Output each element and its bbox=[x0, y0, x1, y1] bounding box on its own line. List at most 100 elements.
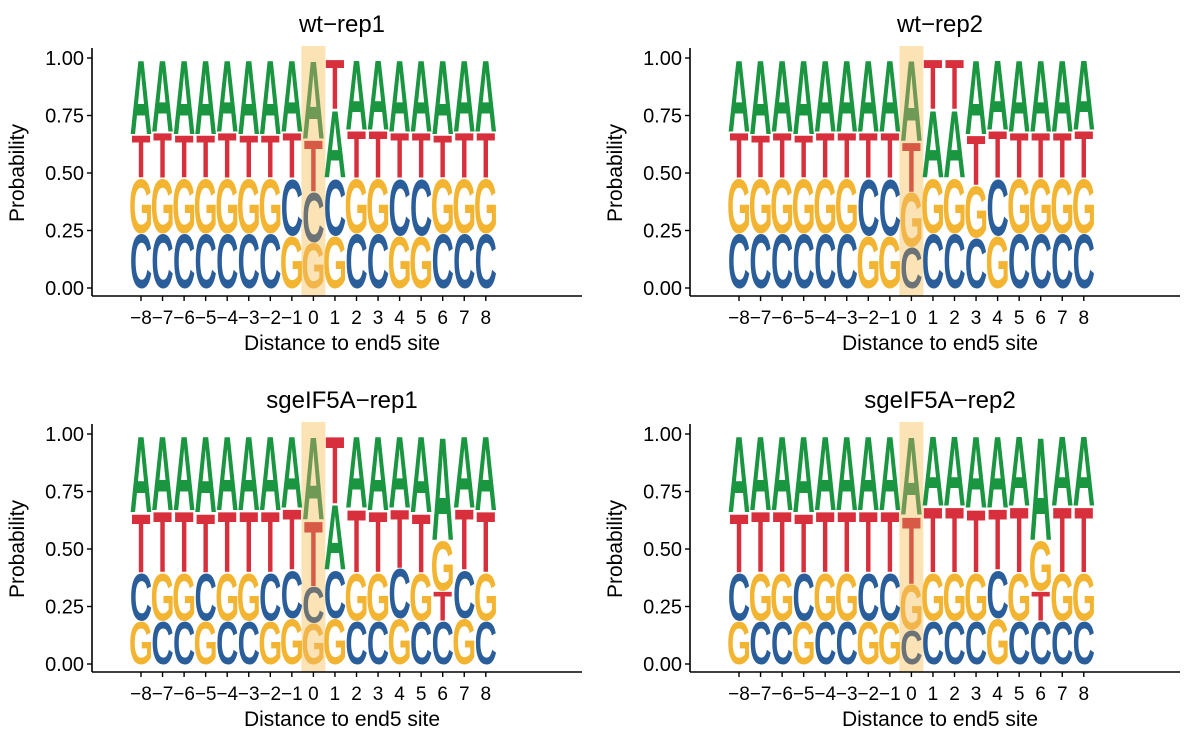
x-tick-label: 7 bbox=[459, 308, 470, 329]
logo-letter-T: T bbox=[880, 493, 899, 590]
logo-letter-G: G bbox=[1007, 165, 1031, 250]
logo-letter-C: C bbox=[1030, 220, 1052, 305]
logo-letter-T: T bbox=[433, 123, 452, 191]
x-tick-label: 6 bbox=[1035, 684, 1046, 705]
logo-letter-G: G bbox=[943, 561, 967, 636]
logo-letter-T: T bbox=[347, 492, 366, 592]
logo-letter-C: C bbox=[410, 610, 432, 678]
logo-letter-A: A bbox=[749, 40, 771, 157]
logo-letter-G: G bbox=[835, 561, 859, 636]
logo-letter-A: A bbox=[238, 40, 260, 157]
logo-letter-T: T bbox=[390, 120, 409, 191]
logo-letter-T: T bbox=[1074, 118, 1093, 193]
logo-letter-A: A bbox=[922, 93, 944, 199]
x-tick-label: 7 bbox=[459, 684, 470, 705]
x-tick-label: −6 bbox=[771, 684, 793, 705]
logo-letter-T: T bbox=[816, 120, 835, 191]
logo-letter-C: C bbox=[749, 610, 771, 678]
x-axis-label: Distance to end5 site bbox=[842, 332, 1038, 355]
logo-letter-A: A bbox=[453, 40, 475, 154]
logo-letter-C: C bbox=[814, 220, 836, 305]
logo-letter-A: A bbox=[965, 416, 987, 530]
logo-letter-T: T bbox=[132, 123, 151, 191]
logo-letter-A: A bbox=[793, 414, 815, 535]
y-tick-label: 0.00 bbox=[45, 654, 84, 676]
logo-letter-G: G bbox=[323, 607, 347, 678]
logo-letter-T: T bbox=[924, 46, 943, 124]
logo-letter-C: C bbox=[1008, 220, 1030, 305]
logo-letter-G: G bbox=[474, 561, 498, 636]
logo-letter-C: C bbox=[216, 220, 238, 305]
logo-letter-T: T bbox=[476, 120, 495, 191]
logo-letter-C: C bbox=[943, 220, 965, 305]
logo-letter-G: G bbox=[1029, 528, 1053, 606]
logo-letter-A: A bbox=[836, 416, 858, 533]
x-tick-label: 2 bbox=[351, 684, 362, 705]
x-tick-label: 4 bbox=[394, 684, 405, 705]
highlight-band bbox=[301, 422, 326, 672]
x-tick-label: −7 bbox=[750, 308, 772, 329]
logo-letter-G: G bbox=[749, 561, 773, 636]
y-tick-label: 0.50 bbox=[643, 539, 682, 561]
logo-letter-G: G bbox=[813, 561, 837, 636]
x-tick-label: −4 bbox=[814, 308, 836, 329]
logo-letter-A: A bbox=[281, 416, 303, 530]
logo-letter-T: T bbox=[175, 123, 194, 191]
logo-letter-C: C bbox=[367, 610, 389, 678]
y-tick-label: 1.00 bbox=[643, 48, 682, 70]
logo-letter-T: T bbox=[794, 498, 813, 591]
logo-letter-A: A bbox=[728, 40, 750, 154]
logo-letter-G: G bbox=[813, 165, 837, 250]
logo-letter-G: G bbox=[237, 561, 261, 636]
logo-letter-G: G bbox=[129, 165, 153, 250]
logo-letter-G: G bbox=[899, 572, 923, 643]
x-tick-label: −6 bbox=[173, 308, 195, 329]
logo-letter-A: A bbox=[900, 37, 922, 165]
logo-letter-A: A bbox=[173, 40, 195, 157]
x-tick-label: 6 bbox=[437, 684, 448, 705]
logo-letter-G: G bbox=[878, 610, 902, 678]
logo-letter-T: T bbox=[859, 120, 878, 191]
logo-letter-C: C bbox=[151, 220, 173, 305]
logo-letter-G: G bbox=[280, 221, 304, 303]
x-tick-label: −5 bbox=[793, 308, 815, 329]
x-tick-label: 8 bbox=[481, 308, 492, 329]
logo-letter-C: C bbox=[259, 220, 281, 305]
logo-letter-G: G bbox=[194, 610, 218, 678]
logo-letter-C: C bbox=[1030, 610, 1052, 678]
logo-letter-T: T bbox=[967, 492, 986, 592]
logo-letter-A: A bbox=[814, 416, 836, 533]
x-tick-label: 2 bbox=[949, 684, 960, 705]
logo-letter-A: A bbox=[302, 414, 324, 545]
x-tick-label: 1 bbox=[928, 684, 939, 705]
y-axis-label: Probability bbox=[604, 499, 627, 598]
x-tick-label: 0 bbox=[308, 684, 319, 705]
logo-letter-G: G bbox=[258, 610, 282, 678]
logo-letter-T: T bbox=[880, 120, 899, 191]
y-tick-label: 0.00 bbox=[45, 278, 84, 300]
x-tick-label: 0 bbox=[308, 308, 319, 329]
logo-letter-A: A bbox=[900, 415, 922, 539]
logo-letter-C: C bbox=[879, 163, 901, 253]
logo-letter-A: A bbox=[857, 416, 879, 533]
logo-letter-A: A bbox=[195, 414, 217, 535]
x-axis-label: Distance to end5 site bbox=[244, 332, 440, 355]
logo-letter-A: A bbox=[879, 40, 901, 154]
y-axis-label: Probability bbox=[6, 499, 29, 598]
panel-title: sgeIF5A−rep1 bbox=[266, 387, 417, 414]
panel-title: wt−rep1 bbox=[298, 11, 385, 38]
logo-letter-A: A bbox=[259, 416, 281, 533]
x-tick-label: 2 bbox=[351, 308, 362, 329]
y-tick-label: 0.25 bbox=[643, 597, 682, 619]
logo-letter-C: C bbox=[1051, 220, 1073, 305]
x-tick-label: 6 bbox=[437, 308, 448, 329]
y-tick-label: 0.25 bbox=[45, 597, 84, 619]
x-tick-label: −1 bbox=[879, 308, 901, 329]
logo-letter-A: A bbox=[1030, 40, 1052, 154]
logo-letter-G: G bbox=[366, 165, 390, 250]
logo-letter-G: G bbox=[172, 165, 196, 250]
x-tick-label: −6 bbox=[771, 308, 793, 329]
x-tick-label: −3 bbox=[238, 684, 260, 705]
y-tick-label: 0.75 bbox=[45, 106, 84, 128]
